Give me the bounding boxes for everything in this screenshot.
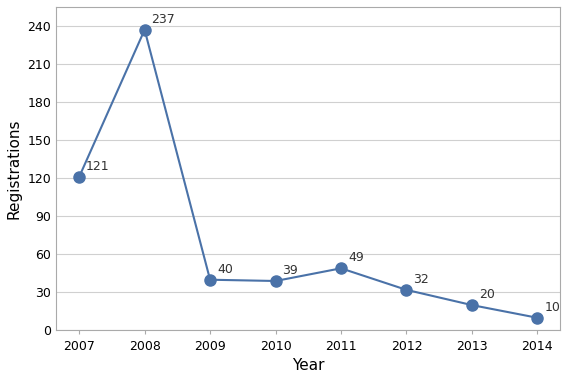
Text: 121: 121 bbox=[86, 160, 109, 173]
X-axis label: Year: Year bbox=[292, 358, 324, 373]
Text: 40: 40 bbox=[217, 263, 233, 276]
Text: 10: 10 bbox=[544, 301, 560, 314]
Text: 32: 32 bbox=[413, 273, 429, 286]
Text: 49: 49 bbox=[348, 251, 364, 264]
Text: 39: 39 bbox=[283, 264, 298, 277]
Text: 20: 20 bbox=[479, 288, 495, 301]
Y-axis label: Registrations: Registrations bbox=[7, 119, 22, 219]
Text: 237: 237 bbox=[152, 13, 176, 26]
